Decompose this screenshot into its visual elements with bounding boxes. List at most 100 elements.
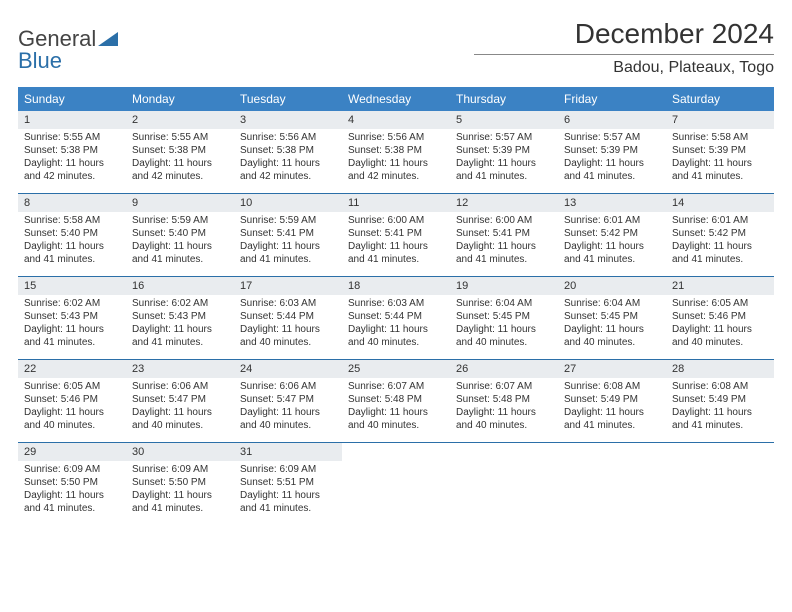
day-body-cell: Sunrise: 6:05 AMSunset: 5:46 PMDaylight:…	[666, 295, 774, 360]
day-number-cell: 17	[234, 277, 342, 296]
daylight-text-2: and 41 minutes.	[24, 502, 120, 515]
col-thursday: Thursday	[450, 87, 558, 111]
day-number-cell: 18	[342, 277, 450, 296]
sunset-text: Sunset: 5:39 PM	[564, 144, 660, 157]
daylight-text-2: and 40 minutes.	[24, 419, 120, 432]
col-sunday: Sunday	[18, 87, 126, 111]
daylight-text-1: Daylight: 11 hours	[240, 157, 336, 170]
daylight-text-2: and 41 minutes.	[564, 419, 660, 432]
daylight-text-2: and 40 minutes.	[348, 419, 444, 432]
day-number-cell: 20	[558, 277, 666, 296]
daylight-text-2: and 40 minutes.	[348, 336, 444, 349]
daylight-text-2: and 41 minutes.	[672, 170, 768, 183]
sunset-text: Sunset: 5:41 PM	[348, 227, 444, 240]
daylight-text-2: and 41 minutes.	[24, 336, 120, 349]
calendar-page: General December 2024 Badou, Plateaux, T…	[0, 0, 792, 537]
day-number-cell	[666, 443, 774, 462]
calendar-body: 1234567Sunrise: 5:55 AMSunset: 5:38 PMDa…	[18, 111, 774, 525]
daylight-text-2: and 40 minutes.	[132, 419, 228, 432]
col-friday: Friday	[558, 87, 666, 111]
daylight-text-1: Daylight: 11 hours	[456, 157, 552, 170]
day-number-cell: 1	[18, 111, 126, 129]
daylight-text-2: and 41 minutes.	[240, 253, 336, 266]
daylight-text-1: Daylight: 11 hours	[348, 157, 444, 170]
sunrise-text: Sunrise: 6:09 AM	[24, 463, 120, 476]
day-number-cell: 6	[558, 111, 666, 129]
daylight-text-2: and 41 minutes.	[564, 170, 660, 183]
sunrise-text: Sunrise: 6:06 AM	[240, 380, 336, 393]
sunset-text: Sunset: 5:39 PM	[456, 144, 552, 157]
sunrise-text: Sunrise: 6:08 AM	[564, 380, 660, 393]
day-body-cell: Sunrise: 5:56 AMSunset: 5:38 PMDaylight:…	[234, 129, 342, 194]
sunset-text: Sunset: 5:41 PM	[240, 227, 336, 240]
daylight-text-1: Daylight: 11 hours	[564, 406, 660, 419]
daylight-text-2: and 42 minutes.	[240, 170, 336, 183]
day-body-cell: Sunrise: 6:03 AMSunset: 5:44 PMDaylight:…	[342, 295, 450, 360]
day-number-cell: 22	[18, 360, 126, 379]
sunrise-text: Sunrise: 6:03 AM	[348, 297, 444, 310]
sunrise-text: Sunrise: 5:56 AM	[348, 131, 444, 144]
daylight-text-1: Daylight: 11 hours	[240, 323, 336, 336]
day-body-cell: Sunrise: 6:03 AMSunset: 5:44 PMDaylight:…	[234, 295, 342, 360]
sunset-text: Sunset: 5:40 PM	[132, 227, 228, 240]
brand-triangle-icon	[98, 26, 118, 52]
location-text: Badou, Plateaux, Togo	[474, 59, 774, 77]
day-body-cell: Sunrise: 6:02 AMSunset: 5:43 PMDaylight:…	[18, 295, 126, 360]
day-number-cell: 30	[126, 443, 234, 462]
daylight-text-2: and 42 minutes.	[24, 170, 120, 183]
daylight-text-2: and 40 minutes.	[672, 336, 768, 349]
day-number-cell: 25	[342, 360, 450, 379]
daylight-text-1: Daylight: 11 hours	[672, 406, 768, 419]
sunrise-text: Sunrise: 6:08 AM	[672, 380, 768, 393]
sunrise-text: Sunrise: 5:55 AM	[24, 131, 120, 144]
sunrise-text: Sunrise: 6:00 AM	[456, 214, 552, 227]
daylight-text-2: and 40 minutes.	[456, 336, 552, 349]
daylight-text-1: Daylight: 11 hours	[132, 489, 228, 502]
day-number-cell: 21	[666, 277, 774, 296]
daylight-text-2: and 40 minutes.	[240, 336, 336, 349]
day-number-cell: 9	[126, 194, 234, 213]
sunrise-text: Sunrise: 6:02 AM	[132, 297, 228, 310]
daylight-text-1: Daylight: 11 hours	[348, 240, 444, 253]
day-number-cell: 31	[234, 443, 342, 462]
day-body-cell: Sunrise: 6:05 AMSunset: 5:46 PMDaylight:…	[18, 378, 126, 443]
day-number-cell: 11	[342, 194, 450, 213]
day-body-cell	[666, 461, 774, 525]
day-number-cell: 15	[18, 277, 126, 296]
day-number-cell: 4	[342, 111, 450, 129]
day-number-cell: 26	[450, 360, 558, 379]
daylight-text-1: Daylight: 11 hours	[132, 323, 228, 336]
sunrise-text: Sunrise: 6:02 AM	[24, 297, 120, 310]
day-body-cell: Sunrise: 6:04 AMSunset: 5:45 PMDaylight:…	[558, 295, 666, 360]
sunset-text: Sunset: 5:48 PM	[348, 393, 444, 406]
daylight-text-1: Daylight: 11 hours	[456, 406, 552, 419]
sunset-text: Sunset: 5:49 PM	[672, 393, 768, 406]
calendar-table: Sunday Monday Tuesday Wednesday Thursday…	[18, 87, 774, 525]
day-number-cell: 2	[126, 111, 234, 129]
sunrise-text: Sunrise: 5:58 AM	[24, 214, 120, 227]
daylight-text-1: Daylight: 11 hours	[24, 157, 120, 170]
daylight-text-2: and 41 minutes.	[456, 170, 552, 183]
sunset-text: Sunset: 5:38 PM	[240, 144, 336, 157]
daylight-text-2: and 41 minutes.	[564, 253, 660, 266]
sunset-text: Sunset: 5:42 PM	[672, 227, 768, 240]
sunset-text: Sunset: 5:39 PM	[672, 144, 768, 157]
daylight-text-1: Daylight: 11 hours	[240, 406, 336, 419]
col-tuesday: Tuesday	[234, 87, 342, 111]
day-body-cell	[450, 461, 558, 525]
sunset-text: Sunset: 5:41 PM	[456, 227, 552, 240]
daylight-text-2: and 41 minutes.	[24, 253, 120, 266]
daylight-text-2: and 41 minutes.	[132, 502, 228, 515]
sunrise-text: Sunrise: 5:56 AM	[240, 131, 336, 144]
day-number-row: 1234567	[18, 111, 774, 129]
daylight-text-1: Daylight: 11 hours	[348, 323, 444, 336]
day-body-cell: Sunrise: 6:08 AMSunset: 5:49 PMDaylight:…	[666, 378, 774, 443]
daylight-text-1: Daylight: 11 hours	[348, 406, 444, 419]
day-number-cell: 8	[18, 194, 126, 213]
day-number-cell	[558, 443, 666, 462]
daylight-text-2: and 41 minutes.	[456, 253, 552, 266]
day-body-cell: Sunrise: 5:57 AMSunset: 5:39 PMDaylight:…	[450, 129, 558, 194]
sunrise-text: Sunrise: 6:01 AM	[672, 214, 768, 227]
sunset-text: Sunset: 5:44 PM	[348, 310, 444, 323]
sunrise-text: Sunrise: 6:05 AM	[672, 297, 768, 310]
